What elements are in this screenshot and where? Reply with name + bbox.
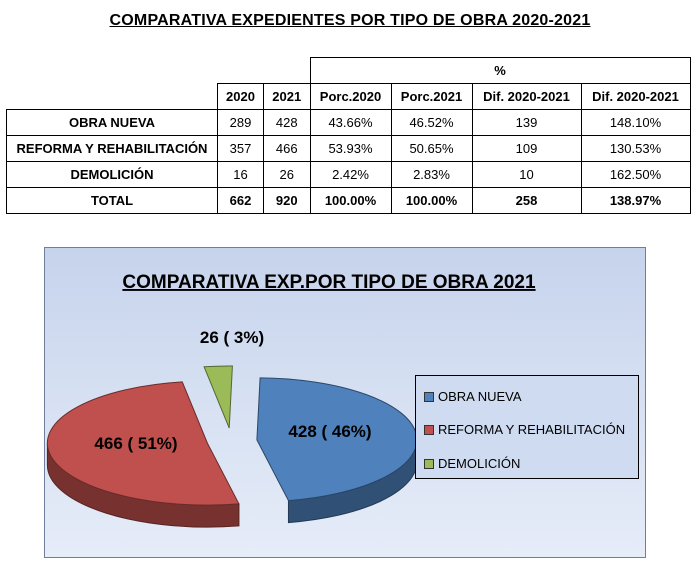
table-row: DEMOLICIÓN 16 26 2.42% 2.83% 10 162.50% [6, 160, 691, 188]
slice-data-label: 466 ( 51%) [94, 434, 177, 453]
legend-label: DEMOLICIÓN [438, 456, 521, 471]
pie-slice [46, 381, 240, 528]
table-cell: 109 [471, 134, 582, 162]
table-cell: 100.00% [309, 186, 392, 214]
table-cell: 46.52% [390, 108, 473, 136]
table-header-row: 2020 2021 Porc.2020 Porc.2021 Dif. 2020-… [7, 82, 691, 110]
table-cell: 100.00% [390, 186, 473, 214]
table-cell: 2.83% [390, 160, 473, 188]
chart-legend: OBRA NUEVA REFORMA Y REHABILITACIÓN DEMO… [415, 375, 639, 479]
table-row: OBRA NUEVA 289 428 43.66% 46.52% 139 148… [6, 108, 691, 136]
pie-chart-canvas: COMPARATIVA EXP.POR TIPO DE OBRA 2021 42… [46, 272, 536, 528]
slice-data-label: 26 ( 3%) [200, 328, 264, 347]
slice-data-label: 428 ( 46%) [288, 422, 371, 441]
row-label: OBRA NUEVA [6, 108, 218, 136]
table-row: REFORMA Y REHABILITACIÓN 357 466 53.93% … [6, 134, 691, 162]
comparison-table: % 2020 2021 Porc.2020 Porc.2021 Dif. 202… [6, 57, 691, 214]
table-cell: 139 [471, 108, 582, 136]
legend-swatch [424, 458, 434, 469]
pie-slice [256, 377, 418, 524]
pie-chart: COMPARATIVA EXP.POR TIPO DE OBRA 2021 42… [44, 247, 646, 558]
chart-title: COMPARATIVA EXP.POR TIPO DE OBRA 2021 [122, 272, 536, 293]
column-header: Porc.2021 [390, 82, 473, 110]
row-label: REFORMA Y REHABILITACIÓN [6, 134, 218, 162]
legend-item-reforma: REFORMA Y REHABILITACIÓN [424, 422, 625, 437]
table-cell: 466 [263, 134, 311, 162]
column-header: Porc.2020 [309, 82, 392, 110]
pie-slice [203, 365, 233, 429]
column-header: 2021 [263, 82, 311, 110]
table-cell: 16 [217, 160, 264, 188]
legend-label: OBRA NUEVA [438, 389, 522, 404]
column-header: Dif. 2020-2021 [471, 82, 582, 110]
table-cell: 43.66% [309, 108, 392, 136]
table-cell: 357 [217, 134, 264, 162]
table-total-row: TOTAL 662 920 100.00% 100.00% 258 138.97… [6, 186, 691, 214]
table-cell: 53.93% [309, 134, 392, 162]
table-cell: 920 [263, 186, 311, 214]
row-label: TOTAL [6, 186, 218, 214]
column-header: Dif. 2020-2021 [580, 82, 691, 110]
table-cell: 50.65% [390, 134, 473, 162]
legend-swatch [424, 391, 434, 402]
table-cell: 162.50% [580, 160, 691, 188]
table-cell: 10 [471, 160, 582, 188]
table-cell: 662 [217, 186, 264, 214]
table-cell: 289 [217, 108, 264, 136]
table-cell: 148.10% [580, 108, 691, 136]
legend-item-demolicion: DEMOLICIÓN [424, 456, 520, 471]
column-header: 2020 [217, 82, 264, 110]
table-group-header-row: % [7, 57, 691, 84]
row-label: DEMOLICIÓN [6, 160, 218, 188]
legend-label: REFORMA Y REHABILITACIÓN [438, 422, 626, 437]
page-title: COMPARATIVA EXPEDIENTES POR TIPO DE OBRA… [109, 12, 591, 29]
legend-item-obra-nueva: OBRA NUEVA [424, 389, 522, 404]
percent-group-header: % [309, 57, 691, 84]
table-cell: 258 [471, 186, 582, 214]
table-cell: 130.53% [580, 134, 691, 162]
table-cell: 26 [263, 160, 311, 188]
table-cell: 2.42% [309, 160, 392, 188]
table-cell: 428 [263, 108, 311, 136]
legend-swatch [424, 424, 434, 435]
table-cell: 138.97% [580, 186, 691, 214]
